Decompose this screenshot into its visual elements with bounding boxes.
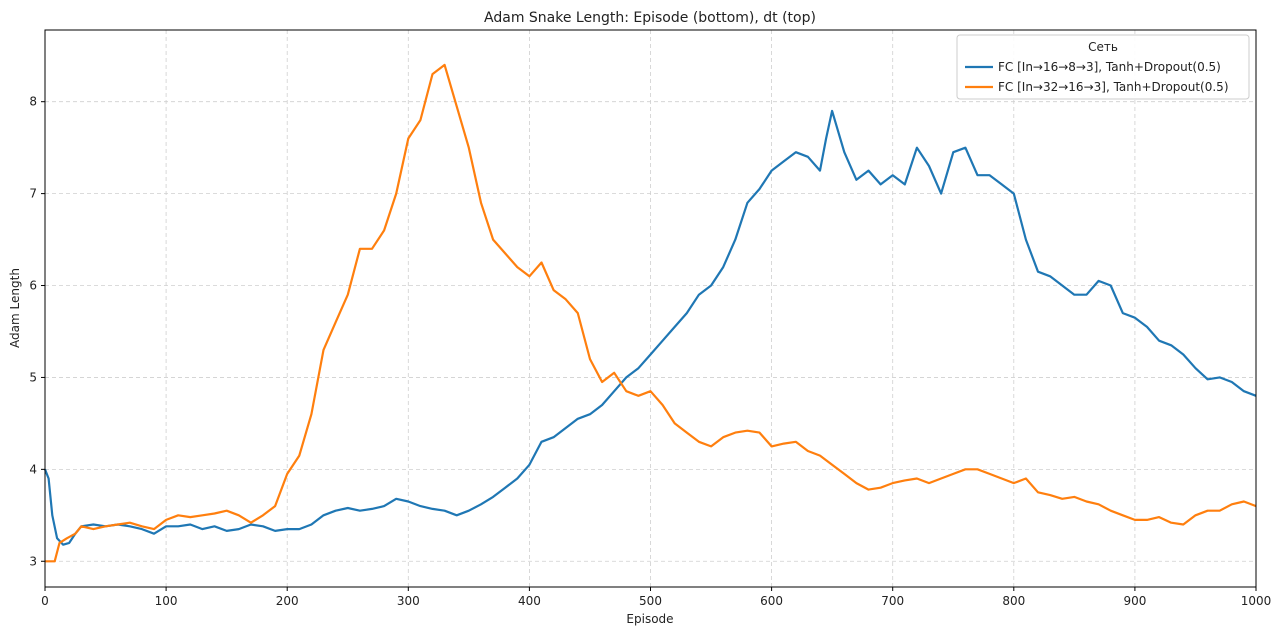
x-tick-label: 400 — [518, 594, 541, 608]
x-tick-label: 1000 — [1241, 594, 1272, 608]
x-tick-label: 100 — [155, 594, 178, 608]
x-tick-label: 600 — [760, 594, 783, 608]
series-layer — [43, 63, 1257, 563]
series-line-2 — [45, 63, 1257, 563]
y-axis-label: Adam Length — [8, 268, 22, 348]
x-axis-ticks: 0 100 200 300 400 500 600 700 800 900 1000 — [41, 587, 1271, 608]
y-tick-label: 4 — [29, 462, 37, 476]
x-tick-label: 200 — [276, 594, 299, 608]
x-tick-label: 300 — [397, 594, 420, 608]
series-line-1 — [43, 109, 1257, 546]
y-tick-label: 7 — [29, 187, 37, 201]
x-tick-label: 800 — [1002, 594, 1025, 608]
y-tick-label: 3 — [29, 554, 37, 568]
x-tick-label: 500 — [639, 594, 662, 608]
legend-label-series-2: FC [In→32→16→3], Tanh+Dropout(0.5) — [998, 80, 1229, 94]
legend-label-series-1: FC [In→16→8→3], Tanh+Dropout(0.5) — [998, 60, 1221, 74]
y-tick-label: 5 — [29, 370, 37, 384]
x-axis-label: Episode — [626, 612, 673, 626]
legend: Сеть FC [In→16→8→3], Tanh+Dropout(0.5) F… — [956, 34, 1250, 100]
y-tick-label: 8 — [29, 95, 37, 109]
chart-title: Adam Snake Length: Episode (bottom), dt … — [484, 10, 816, 26]
x-tick-label: 0 — [41, 594, 49, 608]
legend-title: Сеть — [1088, 40, 1118, 54]
x-tick-label: 900 — [1123, 594, 1146, 608]
y-axis-ticks: 3 4 5 6 7 8 — [29, 95, 45, 568]
x-tick-label: 700 — [881, 594, 904, 608]
legend-box — [956, 34, 1250, 100]
y-tick-label: 6 — [29, 279, 37, 293]
